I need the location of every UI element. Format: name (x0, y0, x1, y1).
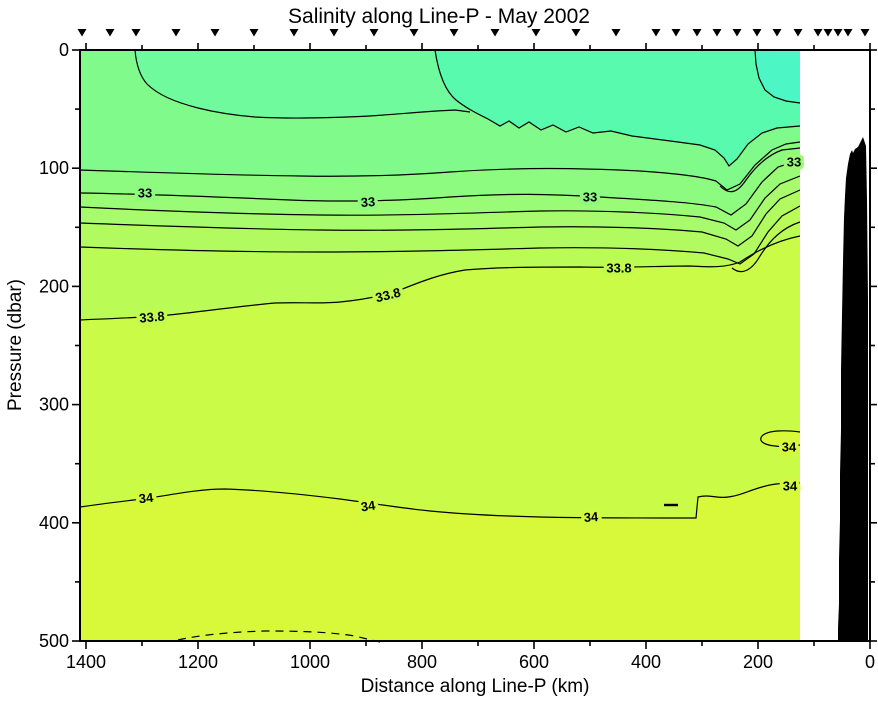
station-marker-4 (171, 29, 181, 37)
station-marker-3 (131, 29, 141, 37)
isoline-32.x-teal-boundary (434, 49, 801, 167)
station-marker-9 (369, 29, 379, 37)
station-marker-5 (210, 29, 220, 37)
station-marker-25 (823, 29, 833, 37)
isoline-34-blob (760, 430, 801, 448)
isoline-34 (79, 482, 801, 519)
station-marker-14 (571, 29, 581, 37)
station-marker-27 (843, 29, 853, 37)
isoline-33.8 (79, 235, 801, 321)
contour-label-33: 33 (787, 155, 801, 170)
y-tick-label-400: 400 (39, 513, 69, 533)
y-tick-label-0: 0 (59, 40, 69, 60)
station-marker-24 (813, 29, 823, 37)
x-axis-title: Distance along Line-P (km) (360, 676, 590, 697)
x-tick-label-0: 0 (865, 652, 875, 672)
y-tick-label-200: 200 (39, 276, 69, 296)
fill-region-upper-strip (135, 50, 470, 119)
station-marker-6 (249, 29, 259, 37)
fill-region-band-34 (80, 483, 800, 641)
x-tick-label-800: 800 (407, 652, 437, 672)
station-marker-2 (105, 29, 115, 37)
x-tick-label-400: 400 (631, 652, 661, 672)
isoline-32.8 (79, 141, 801, 191)
contour-label-33.8: 33.8 (606, 261, 631, 276)
y-axis-title: Pressure (dbar) (5, 279, 26, 411)
contour-label-33.8: 33.8 (139, 308, 166, 325)
contour-label-33: 33 (583, 190, 597, 205)
isoline-coastal-extra-2 (731, 221, 801, 273)
fill-region-blob-34 (760, 430, 800, 447)
isoline-33 (79, 159, 801, 216)
station-marker-26 (833, 29, 843, 37)
contour-label-34: 34 (782, 440, 797, 455)
y-tick-label-300: 300 (39, 395, 69, 415)
x-tick-label-1000: 1000 (290, 652, 330, 672)
station-marker-28 (860, 29, 870, 37)
station-marker-18 (692, 29, 702, 37)
station-marker-19 (712, 29, 722, 37)
fill-region-cyan-corner (755, 50, 800, 103)
contour-label-34: 34 (783, 479, 798, 494)
y-tick-label-100: 100 (39, 158, 69, 178)
isoline-coastal-extra-1 (719, 147, 801, 193)
station-marker-1 (77, 29, 87, 37)
contour-label-34: 34 (138, 490, 155, 507)
station-marker-15 (611, 29, 621, 37)
station-marker-23 (793, 29, 803, 37)
station-marker-20 (732, 29, 742, 37)
station-marker-12 (490, 29, 500, 37)
station-marker-16 (651, 29, 661, 37)
station-marker-17 (671, 29, 681, 37)
station-marker-13 (531, 29, 541, 37)
station-marker-22 (772, 29, 782, 37)
fill-region-teal-surface (435, 50, 800, 166)
x-tick-label-600: 600 (519, 652, 549, 672)
chart-title: Salinity along Line-P - May 2002 (288, 5, 590, 28)
contour-label-33: 33 (360, 194, 375, 210)
station-marker-8 (329, 29, 339, 37)
contour-label-34: 34 (360, 497, 377, 514)
isoline-33.6 (79, 205, 801, 265)
station-marker-11 (449, 29, 459, 37)
y-tick-label-500: 500 (39, 631, 69, 651)
contour-label-33: 33 (138, 186, 152, 201)
station-marker-10 (409, 29, 419, 37)
x-tick-label-1400: 1400 (66, 652, 106, 672)
bathymetry-silhouette (838, 137, 868, 641)
contour-label-34: 34 (583, 509, 599, 525)
isoline-33.4 (79, 189, 801, 247)
isoline-34.x-dashed (177, 630, 381, 643)
x-tick-label-200: 200 (743, 652, 773, 672)
x-tick-label-1200: 1200 (178, 652, 218, 672)
isoline-33.2 (79, 175, 801, 231)
isoline-32.x-upper-left (134, 49, 471, 119)
station-marker-21 (752, 29, 762, 37)
station-marker-7 (289, 29, 299, 37)
isoline-32.x-cyan-boundary (754, 49, 801, 104)
